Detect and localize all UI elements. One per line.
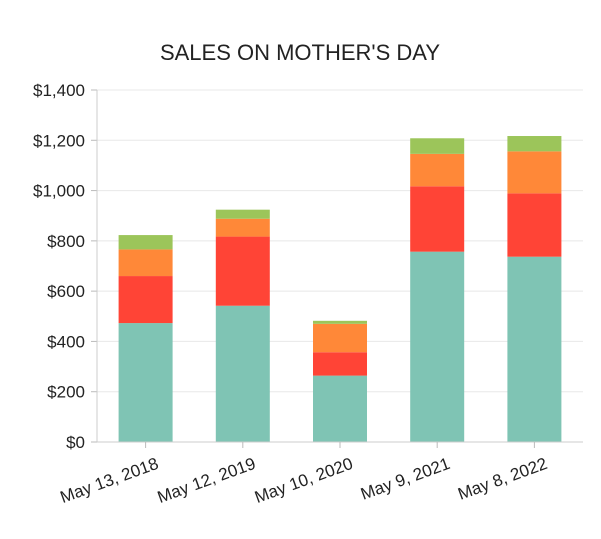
bar-segment-1[interactable] — [313, 375, 367, 442]
chart-title: SALES ON MOTHER'S DAY — [160, 40, 440, 65]
bar-segment-3[interactable] — [313, 323, 367, 353]
bar-segment-2[interactable] — [118, 276, 173, 324]
bars — [118, 136, 562, 442]
bar-segment-4[interactable] — [215, 209, 270, 219]
y-tick-label: $1,200 — [33, 131, 85, 150]
bar-segment-2[interactable] — [507, 193, 562, 257]
bar-segment-4[interactable] — [118, 235, 173, 250]
bar-segment-1[interactable] — [507, 256, 562, 442]
bar-segment-1[interactable] — [410, 251, 465, 442]
y-axis: $0 $200 $400 $600 $800 $1,000 $1,200 $1,400 — [33, 81, 98, 452]
y-tick-label: $400 — [47, 332, 85, 351]
y-tick-label: $0 — [66, 433, 85, 452]
bar-segment-3[interactable] — [410, 153, 465, 187]
x-tick-label: May 10, 2020 — [252, 454, 355, 507]
bar-segment-3[interactable] — [118, 249, 173, 277]
bar-segment-3[interactable] — [507, 151, 562, 194]
y-tick-label: $200 — [47, 383, 85, 402]
bar-segment-1[interactable] — [215, 305, 270, 442]
x-tick-label: May 9, 2021 — [358, 454, 452, 504]
bar-segment-4[interactable] — [313, 320, 367, 324]
bar-segment-4[interactable] — [507, 136, 562, 152]
bar-segment-3[interactable] — [215, 218, 270, 237]
bar-segment-4[interactable] — [410, 138, 465, 154]
bar-segment-2[interactable] — [215, 236, 270, 306]
y-tick-label: $600 — [47, 282, 85, 301]
y-tick-label: $1,400 — [33, 81, 85, 100]
x-tick-label: May 12, 2019 — [155, 454, 258, 507]
bar-segment-2[interactable] — [410, 186, 465, 252]
y-tick-label: $1,000 — [33, 182, 85, 201]
y-tick-label: $800 — [47, 232, 85, 251]
gridlines — [97, 89, 583, 393]
x-tick-label: May 8, 2022 — [455, 454, 549, 504]
bar-segment-2[interactable] — [313, 352, 367, 376]
x-tick-label: May 13, 2018 — [58, 454, 161, 507]
bar-segment-1[interactable] — [118, 323, 173, 442]
